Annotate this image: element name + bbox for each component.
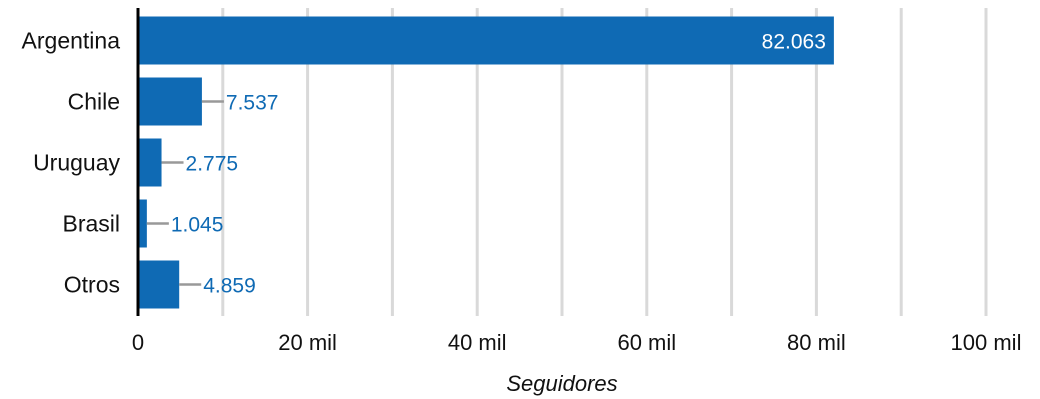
x-tick-label: 20 mil	[278, 330, 337, 355]
category-label: Uruguay	[33, 150, 120, 176]
value-label: 1.045	[171, 214, 224, 237]
bar	[138, 138, 162, 187]
bar	[138, 260, 180, 309]
bar	[138, 77, 202, 126]
x-tick-label: 0	[132, 330, 144, 355]
category-label: Chile	[68, 89, 120, 115]
x-tick-label: 100 mil	[951, 330, 1022, 355]
x-tick-label: 40 mil	[448, 330, 507, 355]
value-label: 4.859	[203, 275, 256, 298]
category-label: Otros	[64, 272, 120, 298]
value-label: 2.775	[186, 153, 239, 176]
x-tick-label: 60 mil	[617, 330, 676, 355]
x-axis-title: Seguidores	[506, 371, 617, 396]
bar	[138, 199, 147, 248]
x-tick-labels: 0 20 mil 40 mil 60 mil 80 mil 100 mil	[132, 330, 1022, 355]
x-tick-label: 80 mil	[787, 330, 846, 355]
value-label: 82.063	[762, 31, 826, 54]
category-label: Brasil	[62, 211, 120, 237]
value-labels: 82.063 7.537 2.775 1.045 4.859	[146, 31, 826, 298]
category-labels: Argentina Chile Uruguay Brasil Otros	[22, 28, 121, 298]
value-label: 7.537	[226, 92, 279, 115]
bar	[138, 16, 834, 65]
bars	[138, 16, 834, 309]
category-label: Argentina	[22, 28, 121, 54]
